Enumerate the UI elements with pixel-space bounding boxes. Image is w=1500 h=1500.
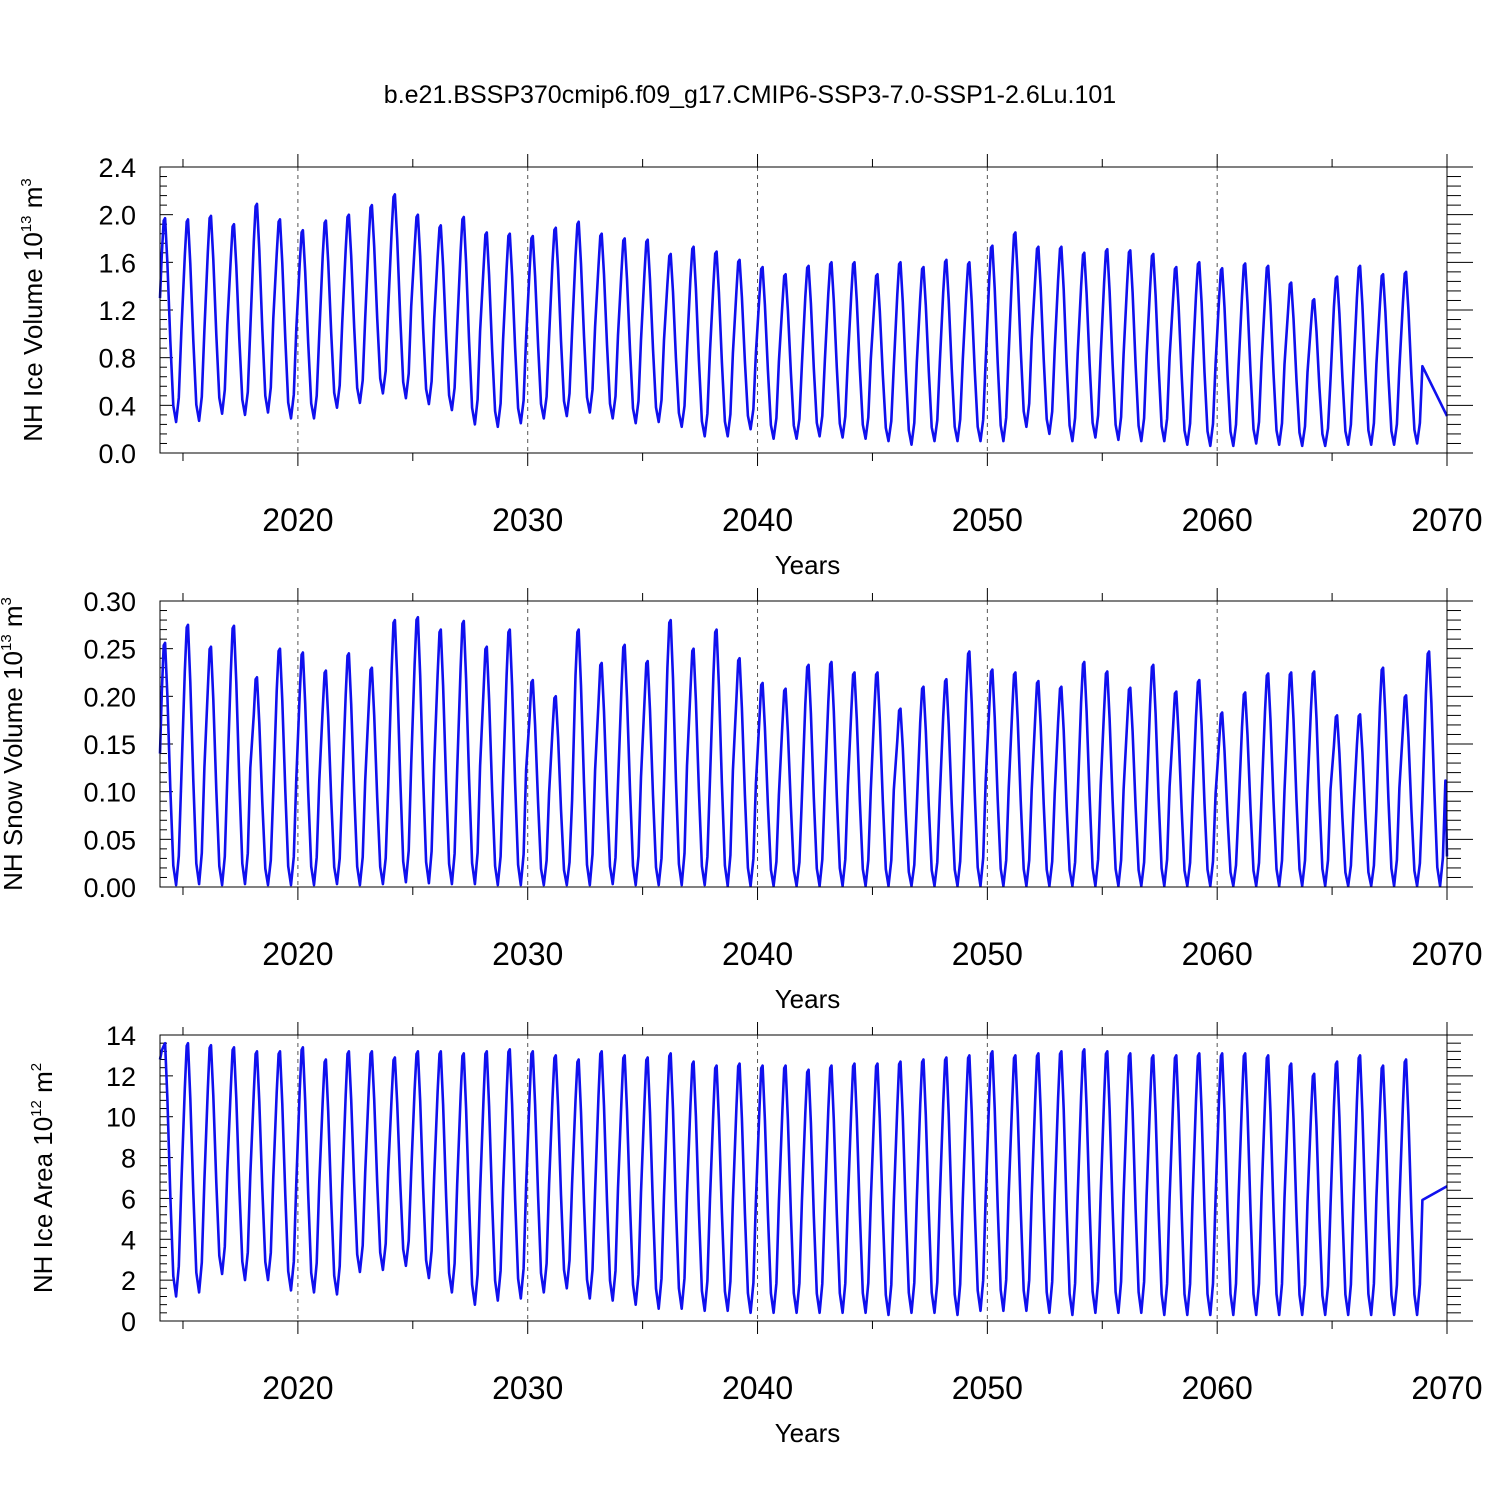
x-tick-label: 2050 — [952, 1370, 1023, 1406]
x-tick-label: 2040 — [722, 502, 793, 538]
x-tick-label: 2020 — [262, 1370, 333, 1406]
chart-panel-1: 0.0 0.4 0.8 1.2 1.6 2.0 2.4 2020 2030 2040 2050 206… — [18, 153, 1483, 580]
series-line — [158, 615, 1449, 888]
y-tick-label: 0.05 — [83, 825, 136, 855]
y-tick-label: 2 — [121, 1266, 136, 1296]
chart-panel-2: 0.00 0.05 0.10 0.15 0.20 0.25 0.30 2020 2030 2040… — [0, 587, 1483, 1014]
x-tick-label: 2070 — [1411, 1370, 1482, 1406]
x-tick-label: 2040 — [722, 936, 793, 972]
y-tick-label: 0 — [121, 1307, 136, 1337]
y-tick-label: 14 — [106, 1021, 136, 1051]
series-line — [158, 1041, 1448, 1317]
x-axis-title: Years — [775, 1418, 841, 1448]
y-tick-label: 4 — [121, 1225, 136, 1255]
series-line — [158, 193, 1449, 448]
x-tick-label: 2030 — [492, 502, 563, 538]
y-axis-title: NH Ice Area 1012 m2 — [28, 1063, 58, 1293]
y-tick-label: 8 — [121, 1144, 136, 1174]
y-tick-label: 2.0 — [98, 201, 136, 231]
y-tick-label: 0.00 — [83, 873, 136, 903]
y-tick-label: 0.0 — [98, 439, 136, 469]
figure-title: b.e21.BSSP370cmip6.f09_g17.CMIP6-SSP3-7.… — [384, 81, 1116, 109]
y-tick-label: 12 — [106, 1062, 136, 1092]
x-tick-label: 2030 — [492, 936, 563, 972]
x-tick-label: 2020 — [262, 502, 333, 538]
x-tick-label: 2060 — [1182, 936, 1253, 972]
chart-panel-3: 0 2 4 6 8 10 12 14 2020 2030 2040 2050 2060 2070 Years… — [28, 1021, 1483, 1448]
x-tick-label: 2050 — [952, 936, 1023, 972]
x-tick-label: 2070 — [1411, 936, 1482, 972]
y-tick-label: 0.8 — [98, 344, 136, 374]
y-axis-title: NH Snow Volume 1013 m3 — [0, 597, 28, 891]
plot-frame — [159, 1034, 1448, 1322]
y-tick-label: 0.20 — [83, 682, 136, 712]
x-tick-label: 2070 — [1411, 502, 1482, 538]
y-tick-label: 6 — [121, 1184, 136, 1214]
x-tick-label: 2060 — [1182, 502, 1253, 538]
plot-frame — [159, 166, 1448, 454]
y-tick-label: 0.15 — [83, 730, 136, 760]
x-tick-label: 2060 — [1182, 1370, 1253, 1406]
y-tick-label: 0.4 — [98, 391, 136, 421]
y-tick-label: 1.6 — [98, 248, 136, 278]
y-tick-label: 1.2 — [98, 296, 136, 326]
x-axis-title: Years — [775, 984, 841, 1014]
x-tick-label: 2020 — [262, 936, 333, 972]
y-tick-label: 0.10 — [83, 778, 136, 808]
plot-frame — [159, 600, 1448, 888]
y-tick-label: 0.30 — [83, 587, 136, 617]
x-axis-title: Years — [775, 550, 841, 580]
x-tick-label: 2040 — [722, 1370, 793, 1406]
y-axis-title: NH Ice Volume 1013 m3 — [18, 178, 48, 441]
y-tick-label: 10 — [106, 1103, 136, 1133]
x-tick-label: 2050 — [952, 502, 1023, 538]
y-tick-label: 0.25 — [83, 635, 136, 665]
x-tick-label: 2030 — [492, 1370, 563, 1406]
y-tick-label: 2.4 — [98, 153, 136, 183]
